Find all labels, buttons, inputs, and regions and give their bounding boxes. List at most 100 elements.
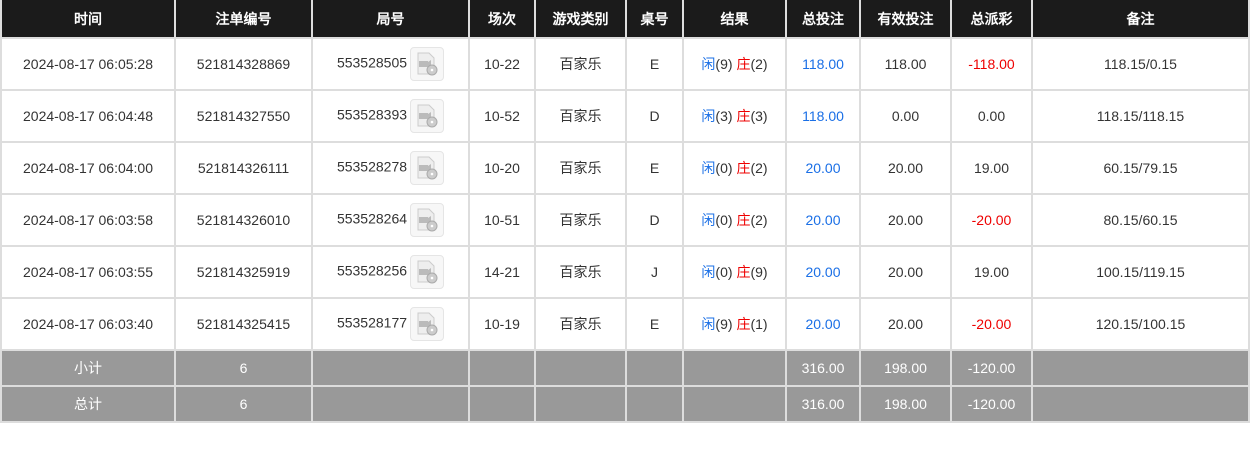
payout: -118.00 xyxy=(950,37,1033,91)
subtotal-total-bet: 316.00 xyxy=(785,349,861,387)
result: 闲(9) 庄(2) xyxy=(682,37,787,91)
total-valid-bet: 198.00 xyxy=(859,385,952,423)
column-header: 总投注 xyxy=(785,0,861,39)
banker-value: (9) xyxy=(750,264,768,280)
session: 14-21 xyxy=(468,245,536,299)
banker-value: (2) xyxy=(750,212,768,228)
bet-time: 2024-08-17 06:05:28 xyxy=(0,37,176,91)
video-replay-icon[interactable] xyxy=(410,47,445,81)
video-replay-icon[interactable] xyxy=(410,151,445,185)
bet-time: 2024-08-17 06:03:40 xyxy=(0,297,176,351)
video-replay-icon[interactable] xyxy=(410,307,445,341)
bet-id: 521814327550 xyxy=(174,89,313,143)
note: 118.15/118.15 xyxy=(1031,89,1250,143)
column-header: 有效投注 xyxy=(859,0,952,39)
valid-bet: 0.00 xyxy=(859,89,952,143)
banker-value: (2) xyxy=(750,160,768,176)
result: 闲(0) 庄(9) xyxy=(682,245,787,299)
note: 60.15/79.15 xyxy=(1031,141,1250,195)
subtotal-row: 小计 6 316.00 198.00 -120.00 xyxy=(0,349,1250,387)
round-number: 553528264 xyxy=(336,210,408,227)
player-value: (3) xyxy=(715,108,733,124)
player-label: 闲 xyxy=(701,160,716,176)
session: 10-52 xyxy=(468,89,536,143)
player-value: (9) xyxy=(715,316,733,332)
player-value: (0) xyxy=(715,160,733,176)
round-number: 553528177 xyxy=(336,314,408,331)
video-replay-icon[interactable] xyxy=(410,99,445,133)
column-header: 结果 xyxy=(682,0,787,39)
column-header: 桌号 xyxy=(625,0,684,39)
banker-label: 庄 xyxy=(736,160,751,176)
round-number: 553528393 xyxy=(336,106,408,123)
round-number: 553528256 xyxy=(336,262,408,279)
note: 118.15/0.15 xyxy=(1031,37,1250,91)
total-label: 总计 xyxy=(0,385,176,423)
bet-time: 2024-08-17 06:04:00 xyxy=(0,141,176,195)
subtotal-label: 小计 xyxy=(0,349,176,387)
table-number: E xyxy=(625,141,684,195)
valid-bet: 20.00 xyxy=(859,141,952,195)
bet-id: 521814326010 xyxy=(174,193,313,247)
table-row: 2024-08-17 06:03:40 521814325415 5535281… xyxy=(0,297,1250,351)
result: 闲(0) 庄(2) xyxy=(682,141,787,195)
payout: 19.00 xyxy=(950,245,1033,299)
result: 闲(3) 庄(3) xyxy=(682,89,787,143)
column-header: 时间 xyxy=(0,0,176,39)
total-count: 6 xyxy=(174,385,313,423)
game-type: 百家乐 xyxy=(534,245,627,299)
banker-value: (3) xyxy=(750,108,768,124)
banker-label: 庄 xyxy=(736,316,751,332)
table-number: D xyxy=(625,193,684,247)
subtotal-payout: -120.00 xyxy=(950,349,1033,387)
total-row: 总计 6 316.00 198.00 -120.00 xyxy=(0,385,1250,423)
table-number: E xyxy=(625,37,684,91)
valid-bet: 118.00 xyxy=(859,37,952,91)
round-cell: 553528393 xyxy=(311,89,470,143)
banker-label: 庄 xyxy=(736,264,751,280)
player-label: 闲 xyxy=(701,56,716,72)
player-label: 闲 xyxy=(701,212,716,228)
round-cell: 553528177 xyxy=(311,297,470,351)
payout: 19.00 xyxy=(950,141,1033,195)
total-bet: 20.00 xyxy=(785,141,861,195)
banker-label: 庄 xyxy=(736,212,751,228)
bet-id: 521814325415 xyxy=(174,297,313,351)
round-number: 553528505 xyxy=(336,54,408,71)
player-label: 闲 xyxy=(701,316,716,332)
table-row: 2024-08-17 06:03:58 521814326010 5535282… xyxy=(0,193,1250,247)
video-replay-icon[interactable] xyxy=(410,255,445,289)
column-header: 总派彩 xyxy=(950,0,1033,39)
round-cell: 553528505 xyxy=(311,37,470,91)
player-value: (0) xyxy=(715,212,733,228)
column-header: 备注 xyxy=(1031,0,1250,39)
session: 10-22 xyxy=(468,37,536,91)
table-number: D xyxy=(625,89,684,143)
valid-bet: 20.00 xyxy=(859,297,952,351)
subtotal-count: 6 xyxy=(174,349,313,387)
note: 120.15/100.15 xyxy=(1031,297,1250,351)
round-cell: 553528256 xyxy=(311,245,470,299)
bet-id: 521814325919 xyxy=(174,245,313,299)
total-bet: 118.00 xyxy=(785,89,861,143)
session: 10-20 xyxy=(468,141,536,195)
valid-bet: 20.00 xyxy=(859,245,952,299)
bet-time: 2024-08-17 06:04:48 xyxy=(0,89,176,143)
banker-value: (1) xyxy=(750,316,768,332)
total-bet: 20.00 xyxy=(785,245,861,299)
column-header: 局号 xyxy=(311,0,470,39)
round-cell: 553528278 xyxy=(311,141,470,195)
total-bet: 20.00 xyxy=(785,297,861,351)
bet-records-table: 时间 注单编号 局号 场次 游戏类别 桌号 结果 总投注 有效投注 总派彩 备注 2024-08-1… xyxy=(0,0,1250,423)
bet-time: 2024-08-17 06:03:58 xyxy=(0,193,176,247)
total-total-bet: 316.00 xyxy=(785,385,861,423)
table-row: 2024-08-17 06:04:00 521814326111 5535282… xyxy=(0,141,1250,195)
payout: 0.00 xyxy=(950,89,1033,143)
bet-time: 2024-08-17 06:03:55 xyxy=(0,245,176,299)
banker-value: (2) xyxy=(750,56,768,72)
banker-label: 庄 xyxy=(736,108,751,124)
video-replay-icon[interactable] xyxy=(410,203,445,237)
game-type: 百家乐 xyxy=(534,37,627,91)
payout: -20.00 xyxy=(950,193,1033,247)
result: 闲(0) 庄(2) xyxy=(682,193,787,247)
